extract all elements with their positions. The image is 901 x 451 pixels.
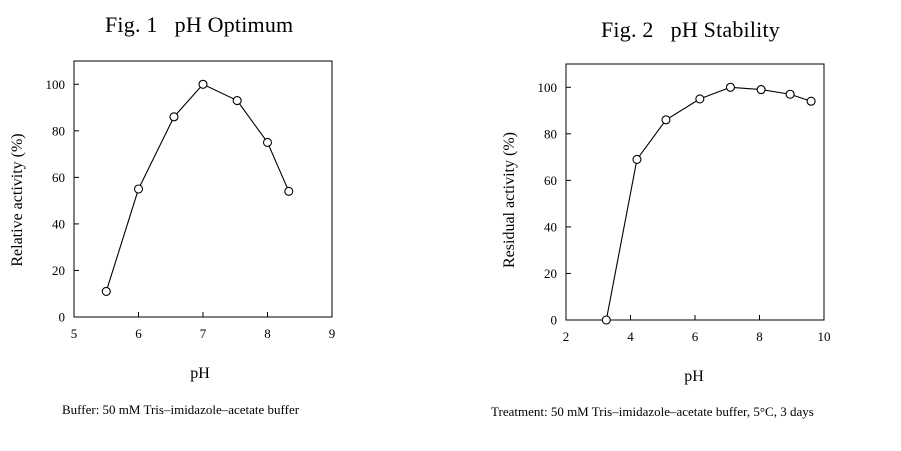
fig2-caption: Treatment: 50 mM Tris–imidazole–acetate … xyxy=(491,404,814,419)
fig2-data-point xyxy=(632,154,642,164)
fig1-y-tick-label: 80 xyxy=(52,123,65,138)
fig2-y-tick-label: 0 xyxy=(551,313,558,328)
fig1-data-point xyxy=(101,286,111,296)
fig1-caption: Buffer: 50 mM Tris–imidazole–acetate buf… xyxy=(62,402,300,417)
fig2-x-tick-label: 10 xyxy=(818,329,831,344)
fig1-x-axis-label: pH xyxy=(190,365,210,382)
fig1-x-tick-label: 8 xyxy=(264,326,271,341)
fig2-y-tick-label: 20 xyxy=(544,266,557,281)
fig2-data-point xyxy=(601,315,611,325)
fig1-data-point xyxy=(232,96,242,106)
fig2-title: Fig. 2 pH Stability xyxy=(601,17,780,42)
fig1-data-point xyxy=(198,79,208,89)
fig2-x-axis-label: pH xyxy=(684,368,704,385)
fig1-y-tick-label: 0 xyxy=(59,310,66,325)
fig2-y-tick-label: 40 xyxy=(544,219,557,234)
fig2-y-tick-label: 80 xyxy=(544,126,557,141)
fig1-data-point xyxy=(284,186,294,196)
fig2-x-tick-label: 2 xyxy=(563,329,570,344)
fig1-data-point xyxy=(262,137,273,148)
fig1-x-tick-label: 9 xyxy=(329,326,336,341)
fig1-y-tick-label: 40 xyxy=(52,216,65,231)
fig2-x-tick-label: 8 xyxy=(756,329,763,344)
fig2-data-point xyxy=(661,115,671,125)
fig2-y-tick-label: 60 xyxy=(544,173,557,188)
fig2-series-line xyxy=(605,86,812,321)
fig2-x-tick-label: 6 xyxy=(692,329,699,344)
fig1-y-tick-label: 100 xyxy=(46,77,66,92)
fig1-title: Fig. 1 pH Optimum xyxy=(105,12,294,37)
fig1-data-point xyxy=(133,184,144,194)
fig1-y-tick-label: 20 xyxy=(52,263,65,278)
fig2-data-point xyxy=(725,82,736,92)
fig1-y-axis-label: Relative activity (%) xyxy=(9,133,26,266)
fig2-y-axis-label: Residual activity (%) xyxy=(501,132,518,268)
fig2-y-tick-label: 100 xyxy=(538,80,558,95)
fig2-data-point xyxy=(756,85,766,95)
fig1-x-tick-label: 6 xyxy=(135,326,142,341)
fig1-x-tick-label: 5 xyxy=(71,326,78,341)
fig1-x-tick-label: 7 xyxy=(200,326,207,341)
fig1-data-point xyxy=(169,112,179,122)
fig2-data-point xyxy=(806,96,816,106)
fig2-data-point xyxy=(695,94,705,104)
fig2-data-point xyxy=(785,89,795,99)
fig2-x-tick-label: 4 xyxy=(627,329,634,344)
fig1-y-tick-label: 60 xyxy=(52,170,65,185)
